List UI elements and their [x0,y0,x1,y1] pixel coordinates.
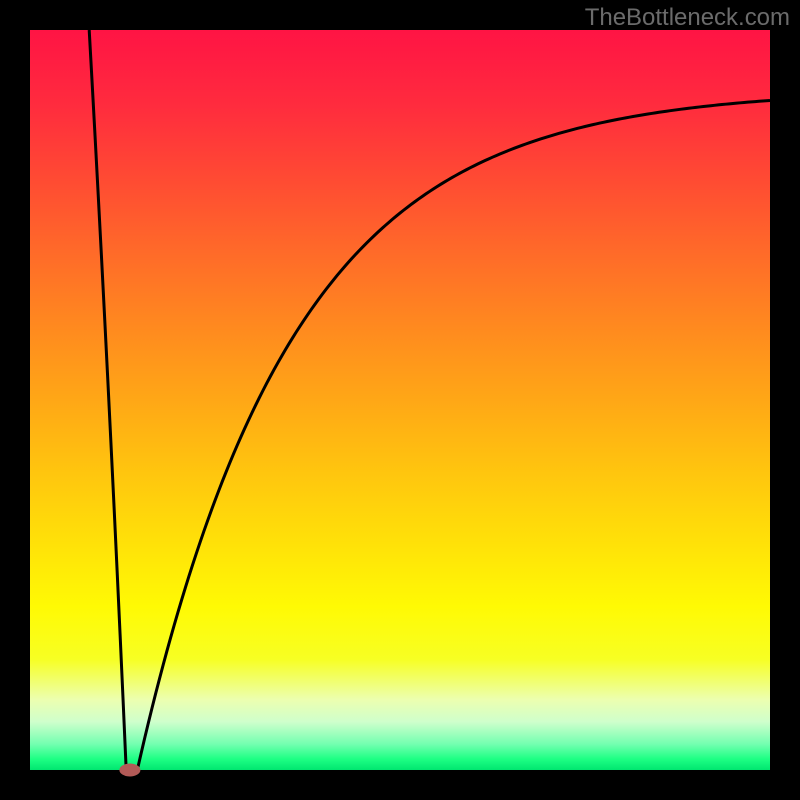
optimum-marker [120,764,140,776]
watermark-text: TheBottleneck.com [585,4,790,32]
bottleneck-chart-svg [0,0,800,800]
plot-background-gradient [30,30,770,770]
chart-frame: TheBottleneck.com [0,0,800,800]
